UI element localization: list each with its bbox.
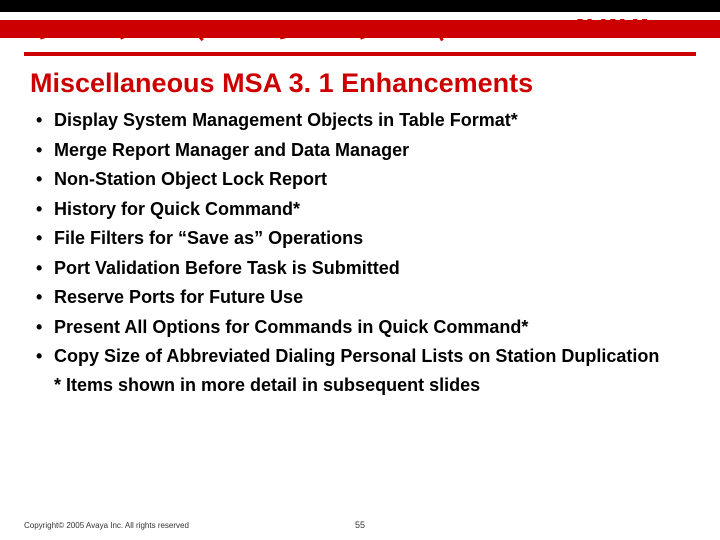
copyright-text: Copyright© 2005 Avaya Inc. All rights re…	[24, 521, 189, 530]
list-item: Port Validation Before Task is Submitted	[36, 257, 696, 280]
list-item: Non-Station Object Lock Report	[36, 168, 696, 191]
list-item: Reserve Ports for Future Use	[36, 286, 696, 309]
list-item: File Filters for “Save as” Operations	[36, 227, 696, 250]
list-item: Merge Report Manager and Data Manager	[36, 139, 696, 162]
footnote-text: * Items shown in more detail in subseque…	[24, 375, 696, 396]
slide: AVAYA Miscellaneous MSA 3. 1 Enhancement…	[0, 0, 720, 540]
list-item: History for Quick Command*	[36, 198, 696, 221]
content-area: Miscellaneous MSA 3. 1 Enhancements Disp…	[0, 66, 720, 510]
horizontal-rule	[24, 52, 696, 56]
brand-logo-text: AVAYA	[570, 13, 654, 44]
confetti-decoration	[0, 28, 520, 44]
list-item: Display System Management Objects in Tab…	[36, 109, 696, 132]
bullet-list: Display System Management Objects in Tab…	[24, 109, 696, 368]
brand-logo: AVAYA	[570, 10, 700, 48]
slide-title: Miscellaneous MSA 3. 1 Enhancements	[30, 68, 696, 99]
page-number: 55	[355, 520, 365, 530]
list-item: Copy Size of Abbreviated Dialing Persona…	[36, 345, 696, 368]
list-item: Present All Options for Commands in Quic…	[36, 316, 696, 339]
header-ribbon-row: AVAYA	[0, 12, 720, 52]
